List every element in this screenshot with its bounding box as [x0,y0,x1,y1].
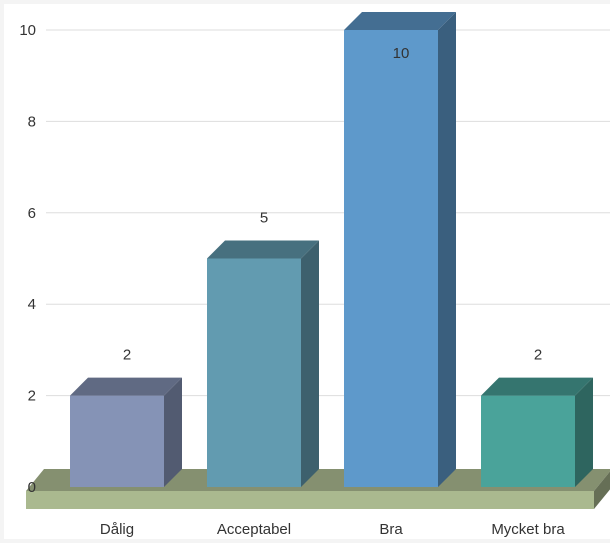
y-tick-label: 4 [28,296,36,313]
data-labels: 2 5 10 2 [123,45,542,364]
y-tick-label: 10 [19,22,36,39]
bar-front [481,395,575,487]
x-axis-categories: Dålig Acceptabel Bra Mycket bra [100,521,565,538]
y-tick-label: 8 [28,113,36,130]
category-label: Bra [379,521,403,538]
bar-side [575,377,593,487]
bar-chart: 0 2 4 6 8 10 Dålig Acceptabel Bra Mycket bra 2 5 1… [19,12,610,538]
y-tick-label: 6 [28,205,36,222]
bar-top [70,377,182,396]
bar-front [70,395,164,487]
bar-front [207,258,301,487]
y-tick-label: 0 [28,479,36,496]
data-label: 10 [393,45,410,62]
category-label: Mycket bra [491,521,565,538]
bar-side [164,377,182,487]
bar-front [344,30,438,487]
chart-panel: 0 2 4 6 8 10 Dålig Acceptabel Bra Mycket bra 2 5 1… [4,4,610,539]
y-axis-ticks: 0 2 4 6 8 10 [19,22,36,496]
category-label: Acceptabel [217,521,291,538]
bar-2 [344,12,456,487]
y-tick-label: 2 [28,388,36,405]
bar-side [438,12,456,487]
category-label: Dålig [100,521,134,538]
bar-top [481,377,593,396]
floor-side [594,471,610,509]
data-label: 5 [260,210,268,227]
floor-front [26,491,594,509]
gridlines [46,29,610,397]
bar-0 [70,377,182,487]
bar-1 [207,240,319,487]
data-label: 2 [534,347,542,364]
bar-top [344,12,456,30]
data-label: 2 [123,347,131,364]
bar-top [207,240,319,259]
bar-side [301,240,319,487]
bars [70,12,593,487]
bar-3 [481,377,593,487]
